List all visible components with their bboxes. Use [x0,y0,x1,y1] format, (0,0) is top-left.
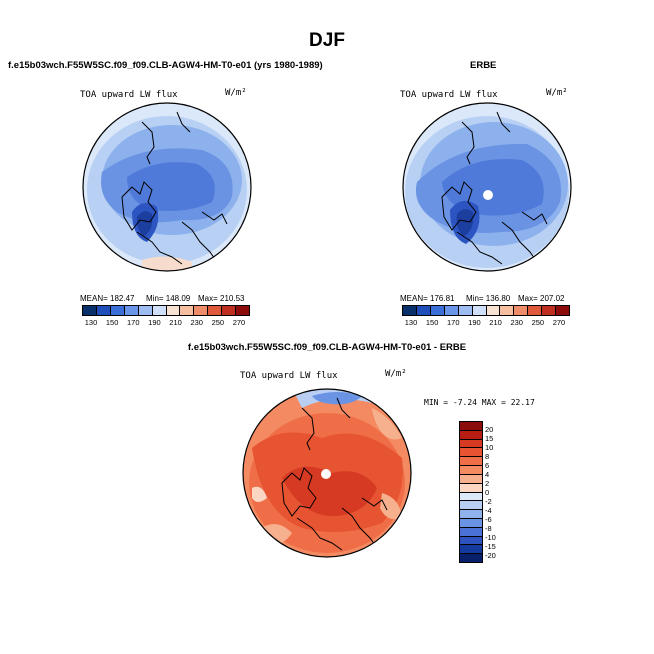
diff-colorbar-swatch [460,474,482,484]
left-colorbar-swatch [110,306,125,315]
left-polar-map [82,102,252,272]
diff-colorbar-swatch [460,554,482,562]
right-colorbar-swatch [416,306,431,315]
right-colorbar-swatch [430,306,445,315]
diff-colorbar-tick-label: -10 [485,533,496,542]
left-colorbar-swatch [83,306,97,315]
left-colorbar-tick-label: 170 [127,318,140,327]
left-variable-label: TOA upward LW flux [80,90,178,100]
right-max-stat: Max= 207.02 [518,294,565,303]
right-colorbar-swatch [500,306,515,315]
diff-colorbar-swatch [460,439,482,449]
page-title: DJF [309,30,345,51]
left-colorbar-swatch [152,306,167,315]
diff-colorbar-labels: 20 15 10 8 6 4 2 0 -2 -4 -6 -8 -10 -15 -20 [485,425,496,560]
diff-colorbar-swatch [460,457,482,467]
diff-colorbar-tick-label: -6 [485,515,492,524]
left-colorbar-tick-label: 270 [232,318,246,327]
diff-colorbar-tick-label: -15 [485,542,496,551]
left-colorbar-swatch [138,306,153,315]
right-colorbar-swatch [514,306,529,315]
right-units-label: W/m² [546,88,568,98]
right-colorbar-swatch [486,306,501,315]
left-colorbar-swatch [180,306,195,315]
right-colorbar-swatch [444,306,459,315]
diff-colorbar-tick-label: 10 [485,443,494,452]
diff-colorbar-tick-label: 15 [485,434,494,443]
right-colorbar-tick-label: 130 [404,318,418,327]
diff-colorbar-swatch [460,518,482,528]
right-colorbar-tick-label: 210 [489,318,502,327]
diff-colorbar-tick-label: 4 [485,470,490,479]
diff-colorbar-swatch [460,483,482,493]
right-variable-label: TOA upward LW flux [400,90,498,100]
left-colorbar: 130 150 170 190 210 230 250 270 [82,305,250,327]
diff-colorbar-swatch [460,501,482,511]
diff-variable-label: TOA upward LW flux [240,371,338,381]
diff-colorbar-tick-label: 6 [485,461,490,470]
right-colorbar-swatch [458,306,473,315]
diff-colorbar-tick-label: -4 [485,506,492,515]
diff-colorbar-tick-label: 2 [485,479,490,488]
left-units-label: W/m² [225,88,247,98]
diff-colorbar-swatch [460,492,482,502]
right-colorbar-swatch [542,306,557,315]
right-colorbar-swatch [556,306,570,315]
left-colorbar-swatches [82,305,250,316]
right-colorbar-tick-label: 170 [447,318,460,327]
diff-colorbar-tick-label: -2 [485,497,492,506]
diff-colorbar-swatch [460,545,482,555]
left-colorbar-swatch [166,306,181,315]
left-panel-header: f.e15b03wch.F55W5SC.f09_f09.CLB-AGW4-HM-… [8,60,323,71]
diff-colorbar-swatch [460,527,482,537]
diff-colorbar-swatch [460,430,482,440]
left-colorbar-swatch [96,306,111,315]
right-colorbar-swatch [528,306,543,315]
right-colorbar-swatch [472,306,487,315]
left-colorbar-tick-label: 190 [148,318,161,327]
left-colorbar-swatch [208,306,223,315]
right-polar-map [402,102,572,272]
right-colorbar-tick-label: 250 [531,318,545,327]
left-colorbar-labels: 130 150 170 190 210 230 250 270 [82,318,248,327]
left-mean-stat: MEAN= 182.47 [80,294,135,303]
left-max-stat: Max= 210.53 [198,294,245,303]
left-colorbar-swatch [236,306,250,315]
right-colorbar-tick-label: 150 [425,318,439,327]
right-panel-header: ERBE [470,60,497,71]
right-colorbar-swatches [402,305,570,316]
left-colorbar-tick-label: 230 [190,318,203,327]
diff-panel-header: f.e15b03wch.F55W5SC.f09_f09.CLB-AGW4-HM-… [187,342,467,353]
diff-polar-map [242,388,412,558]
diff-colorbar-tick-label: -8 [485,524,492,533]
diff-colorbar-tick-label: 20 [485,425,494,434]
left-colorbar-tick-label: 210 [169,318,182,327]
right-min-stat: Min= 136.80 [466,294,511,303]
diff-colorbar-swatch [460,448,482,458]
right-colorbar-swatch [403,306,417,315]
diff-colorbar-tick-label: -20 [485,551,496,560]
left-colorbar-tick-label: 130 [84,318,98,327]
left-colorbar-swatch [222,306,237,315]
diff-colorbar-swatch [460,536,482,546]
diff-colorbar-swatch [460,510,482,519]
right-mean-stat: MEAN= 176.81 [400,294,455,303]
right-colorbar-tick-label: 270 [552,318,566,327]
left-colorbar-tick-label: 150 [105,318,119,327]
right-colorbar: 130 150 170 190 210 230 250 270 [402,305,570,327]
diff-colorbar-swatch [460,422,482,431]
diff-colorbar-tick-label: 0 [485,488,490,497]
diff-colorbar-swatch [460,466,482,475]
right-colorbar-labels: 130 150 170 190 210 230 250 270 [402,318,568,327]
right-colorbar-tick-label: 190 [468,318,481,327]
left-colorbar-swatch [194,306,209,315]
diff-colorbar-tick-label: 8 [485,452,490,461]
diff-colorbar [459,421,483,563]
right-colorbar-tick-label: 230 [510,318,523,327]
diff-units-label: W/m² [385,369,407,379]
left-colorbar-swatch [124,306,139,315]
left-min-stat: Min= 148.09 [146,294,191,303]
diff-minmax-stat: MIN = -7.24 MAX = 22.17 [424,398,535,407]
left-colorbar-tick-label: 250 [211,318,225,327]
